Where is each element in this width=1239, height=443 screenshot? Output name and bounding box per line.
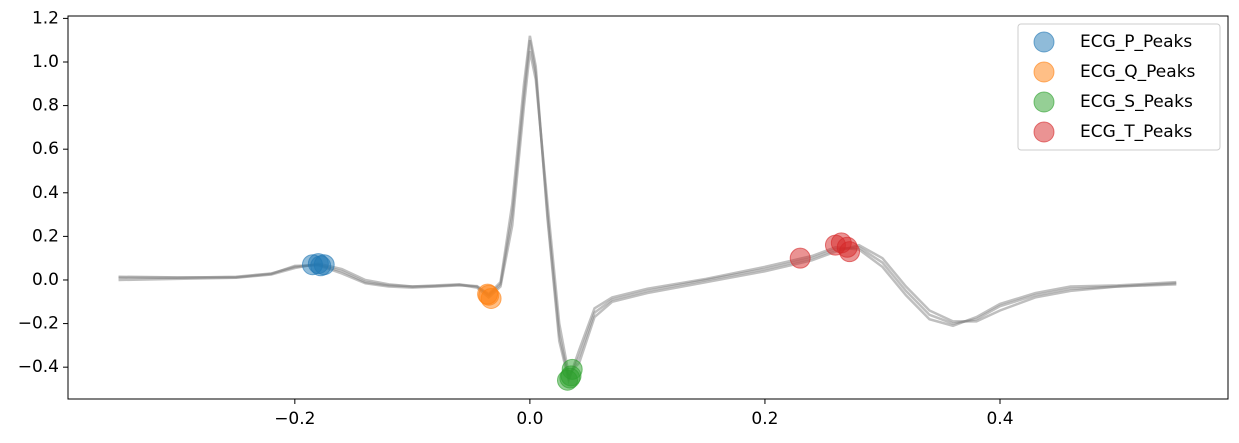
y-tick-label: 1.2 xyxy=(32,8,59,28)
x-tick-label: 0.0 xyxy=(516,409,543,429)
legend-label: ECG_S_Peaks xyxy=(1080,92,1193,112)
x-tick-label: 0.2 xyxy=(751,409,778,429)
peak-marker xyxy=(477,283,499,305)
legend-box xyxy=(1017,23,1221,151)
legend-marker xyxy=(1033,121,1055,143)
legend-marker xyxy=(1033,91,1055,113)
y-tick-label: −0.2 xyxy=(18,314,59,334)
ecg-line xyxy=(118,50,1177,377)
peak-marker xyxy=(789,247,811,269)
y-tick-label: 0.6 xyxy=(32,139,59,159)
x-tick-label: 0.4 xyxy=(986,409,1013,429)
legend-marker xyxy=(1033,31,1055,53)
peak-marker xyxy=(559,367,581,389)
y-tick-label: 0.8 xyxy=(32,96,59,116)
y-tick-label: 0.2 xyxy=(32,226,59,246)
peak-marker xyxy=(839,241,861,263)
peak-marker xyxy=(310,255,332,277)
y-tick-label: 0.0 xyxy=(32,270,59,290)
ecg-line xyxy=(118,35,1177,385)
y-tick-label: −0.4 xyxy=(18,357,59,377)
legend-label: ECG_T_Peaks xyxy=(1080,122,1193,142)
plot-frame xyxy=(67,15,1229,400)
legend-label: ECG_Q_Peaks xyxy=(1080,62,1196,82)
legend-label: ECG_P_Peaks xyxy=(1080,32,1192,52)
y-tick-label: 0.4 xyxy=(32,183,59,203)
y-tick-label: 1.0 xyxy=(32,52,59,72)
x-tick-label: −0.2 xyxy=(274,409,315,429)
legend-marker xyxy=(1033,61,1055,83)
